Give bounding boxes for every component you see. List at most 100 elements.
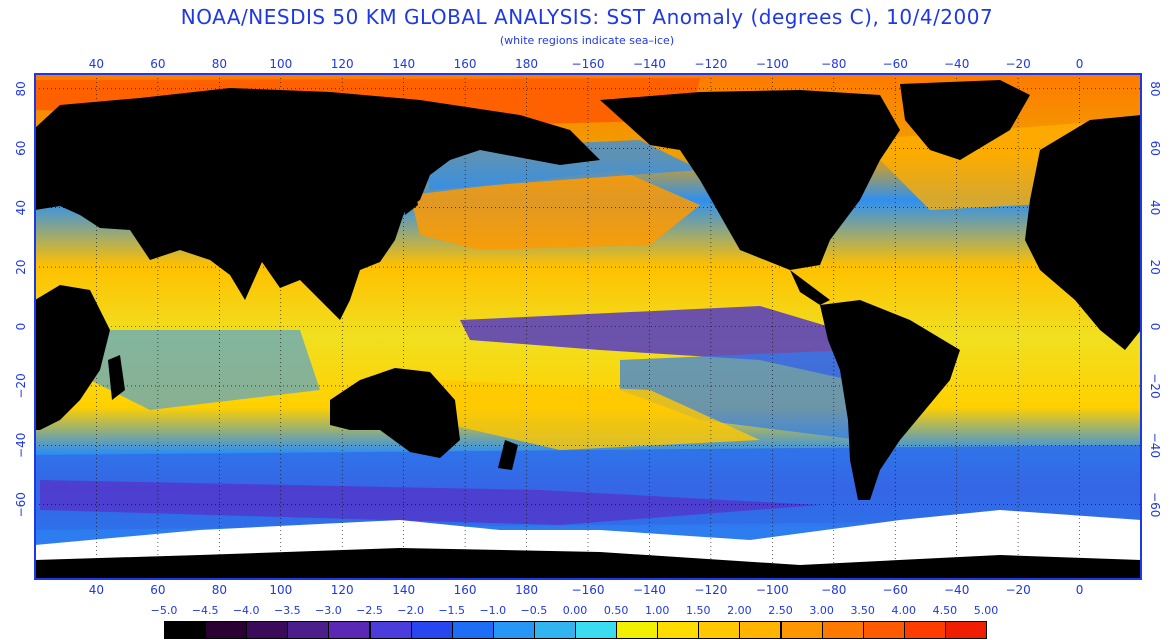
anomaly-patches xyxy=(35,78,1141,530)
lon-tick-label-top: −160 xyxy=(572,57,605,71)
lon-tick-label-bottom: 60 xyxy=(150,583,165,597)
land-south-america xyxy=(820,300,960,500)
colorbar-label: 0.00 xyxy=(562,604,588,617)
colorbar-swatch xyxy=(780,621,823,639)
colorbar-swatch xyxy=(821,621,864,639)
land-eurasia xyxy=(35,88,600,320)
lon-tick-label-top: 180 xyxy=(515,57,538,71)
lat-tick-label-left: 80 xyxy=(14,81,28,96)
lat-tick-label-left: −40 xyxy=(14,433,28,458)
land-greenland xyxy=(900,80,1030,160)
colorbar-swatch xyxy=(944,621,987,639)
lon-tick-label-bottom: −140 xyxy=(633,583,666,597)
colorbar-label: −2.0 xyxy=(397,604,424,617)
axis-ticks: 40 40 60 60 80 80 100 100 120 120 140 140 160 160 180 1… xyxy=(14,57,1162,597)
lon-tick-label-bottom: −160 xyxy=(572,583,605,597)
lat-tick-label-right: 60 xyxy=(1148,141,1162,156)
lon-tick-label-bottom: 180 xyxy=(515,583,538,597)
lat-tick-label-left: 20 xyxy=(14,259,28,274)
lon-tick-label-top: 60 xyxy=(150,57,165,71)
lon-tick-label-top: 40 xyxy=(89,57,104,71)
land-japan xyxy=(400,178,418,215)
lon-tick-label-bottom: −60 xyxy=(883,583,908,597)
lon-tick-label-top: −20 xyxy=(1005,57,1030,71)
colorbar-swatch xyxy=(451,621,494,639)
lon-tick-label-top: 0 xyxy=(1076,57,1084,71)
lon-tick-label-bottom: 120 xyxy=(331,583,354,597)
lon-tick-label-top: 140 xyxy=(392,57,415,71)
lon-tick-label-top: 160 xyxy=(454,57,477,71)
land-west-africa-europe xyxy=(1025,115,1141,350)
colorbar-label: −1.0 xyxy=(479,604,507,617)
lat-tick-label-right: −40 xyxy=(1148,433,1162,458)
lon-tick-label-bottom: −40 xyxy=(944,583,969,597)
colorbar-swatch xyxy=(616,621,659,639)
lon-tick-label-bottom: −120 xyxy=(694,583,727,597)
lon-tick-label-bottom: −20 xyxy=(1005,583,1030,597)
cold-anomaly-equatorial-pacific xyxy=(460,306,850,380)
colorbar-swatch xyxy=(246,621,289,639)
lon-tick-label-bottom: 80 xyxy=(212,583,227,597)
land-masses xyxy=(35,80,1141,500)
colorbar-label: −5.0 xyxy=(150,604,178,617)
lon-tick-label-top: −40 xyxy=(944,57,969,71)
land-madagascar xyxy=(108,355,125,400)
colorbar-swatch xyxy=(287,621,330,639)
colorbar-label: 2.00 xyxy=(727,604,752,617)
cold-anomaly-indian-ocean xyxy=(90,330,320,410)
colorbar-swatch xyxy=(533,621,576,639)
colorbar-label: 1.00 xyxy=(644,604,670,617)
land-africa xyxy=(35,285,110,430)
lat-tick-label-right: −20 xyxy=(1148,373,1162,398)
land-australia xyxy=(330,368,460,458)
colorbar-label: 3.50 xyxy=(850,604,875,617)
colorbar-label: −3.0 xyxy=(315,604,342,617)
lat-tick-label-left: 40 xyxy=(14,200,28,215)
lon-tick-label-bottom: 160 xyxy=(454,583,477,597)
lon-tick-label-bottom: 100 xyxy=(269,583,292,597)
lon-tick-label-top: −60 xyxy=(883,57,908,71)
colorbar-label: −0.5 xyxy=(520,604,548,617)
lon-tick-label-bottom: 40 xyxy=(89,583,104,597)
lon-tick-label-bottom: −80 xyxy=(821,583,846,597)
lat-lon-grid xyxy=(35,74,1141,579)
colorbar-label: −4.5 xyxy=(191,604,219,617)
land-new-zealand xyxy=(498,440,518,470)
lon-tick-label-top: 100 xyxy=(269,57,292,71)
lat-tick-label-left: −60 xyxy=(14,492,28,517)
lat-tick-label-right: −60 xyxy=(1148,492,1162,517)
map-frame xyxy=(34,73,1142,580)
lon-tick-label-bottom: 0 xyxy=(1076,583,1084,597)
lat-tick-label-left: 60 xyxy=(14,141,28,156)
lat-tick-label-right: 80 xyxy=(1148,81,1162,96)
lon-tick-label-top: 120 xyxy=(331,57,354,71)
lon-tick-label-bottom: −100 xyxy=(756,583,789,597)
colorbar-swatch xyxy=(492,621,535,639)
colorbar-swatch xyxy=(903,621,946,639)
colorbar-label: −1.5 xyxy=(438,604,466,617)
lon-tick-label-top: −120 xyxy=(694,57,727,71)
colorbar-label: 5.00 xyxy=(973,604,999,617)
colorbar-swatch xyxy=(164,621,207,639)
colorbar-label: 4.50 xyxy=(932,604,958,617)
colorbar-swatch xyxy=(369,621,412,639)
colorbar-swatch xyxy=(739,621,782,639)
colorbar-swatch xyxy=(657,621,700,639)
lon-tick-label-top: −140 xyxy=(633,57,666,71)
colorbar-swatch xyxy=(698,621,741,639)
lon-tick-label-top: −100 xyxy=(756,57,789,71)
land-north-america xyxy=(600,90,900,270)
colorbar-label: 0.50 xyxy=(603,604,629,617)
lat-tick-label-right: 40 xyxy=(1148,200,1162,215)
lat-tick-label-left: −20 xyxy=(14,373,28,398)
land-central-america xyxy=(790,270,830,305)
lat-tick-label-left: 0 xyxy=(14,323,28,331)
colorbar-swatch xyxy=(410,621,453,639)
cold-anomaly-antarctic-band xyxy=(40,480,820,525)
lat-tick-label-right: 20 xyxy=(1148,259,1162,274)
colorbar-swatch xyxy=(862,621,905,639)
lat-tick-label-right: 0 xyxy=(1148,323,1162,331)
lon-tick-label-top: −80 xyxy=(821,57,846,71)
colorbar-label: −2.5 xyxy=(356,604,383,617)
page-subtitle: (white regions indicate sea–ice) xyxy=(499,34,675,47)
